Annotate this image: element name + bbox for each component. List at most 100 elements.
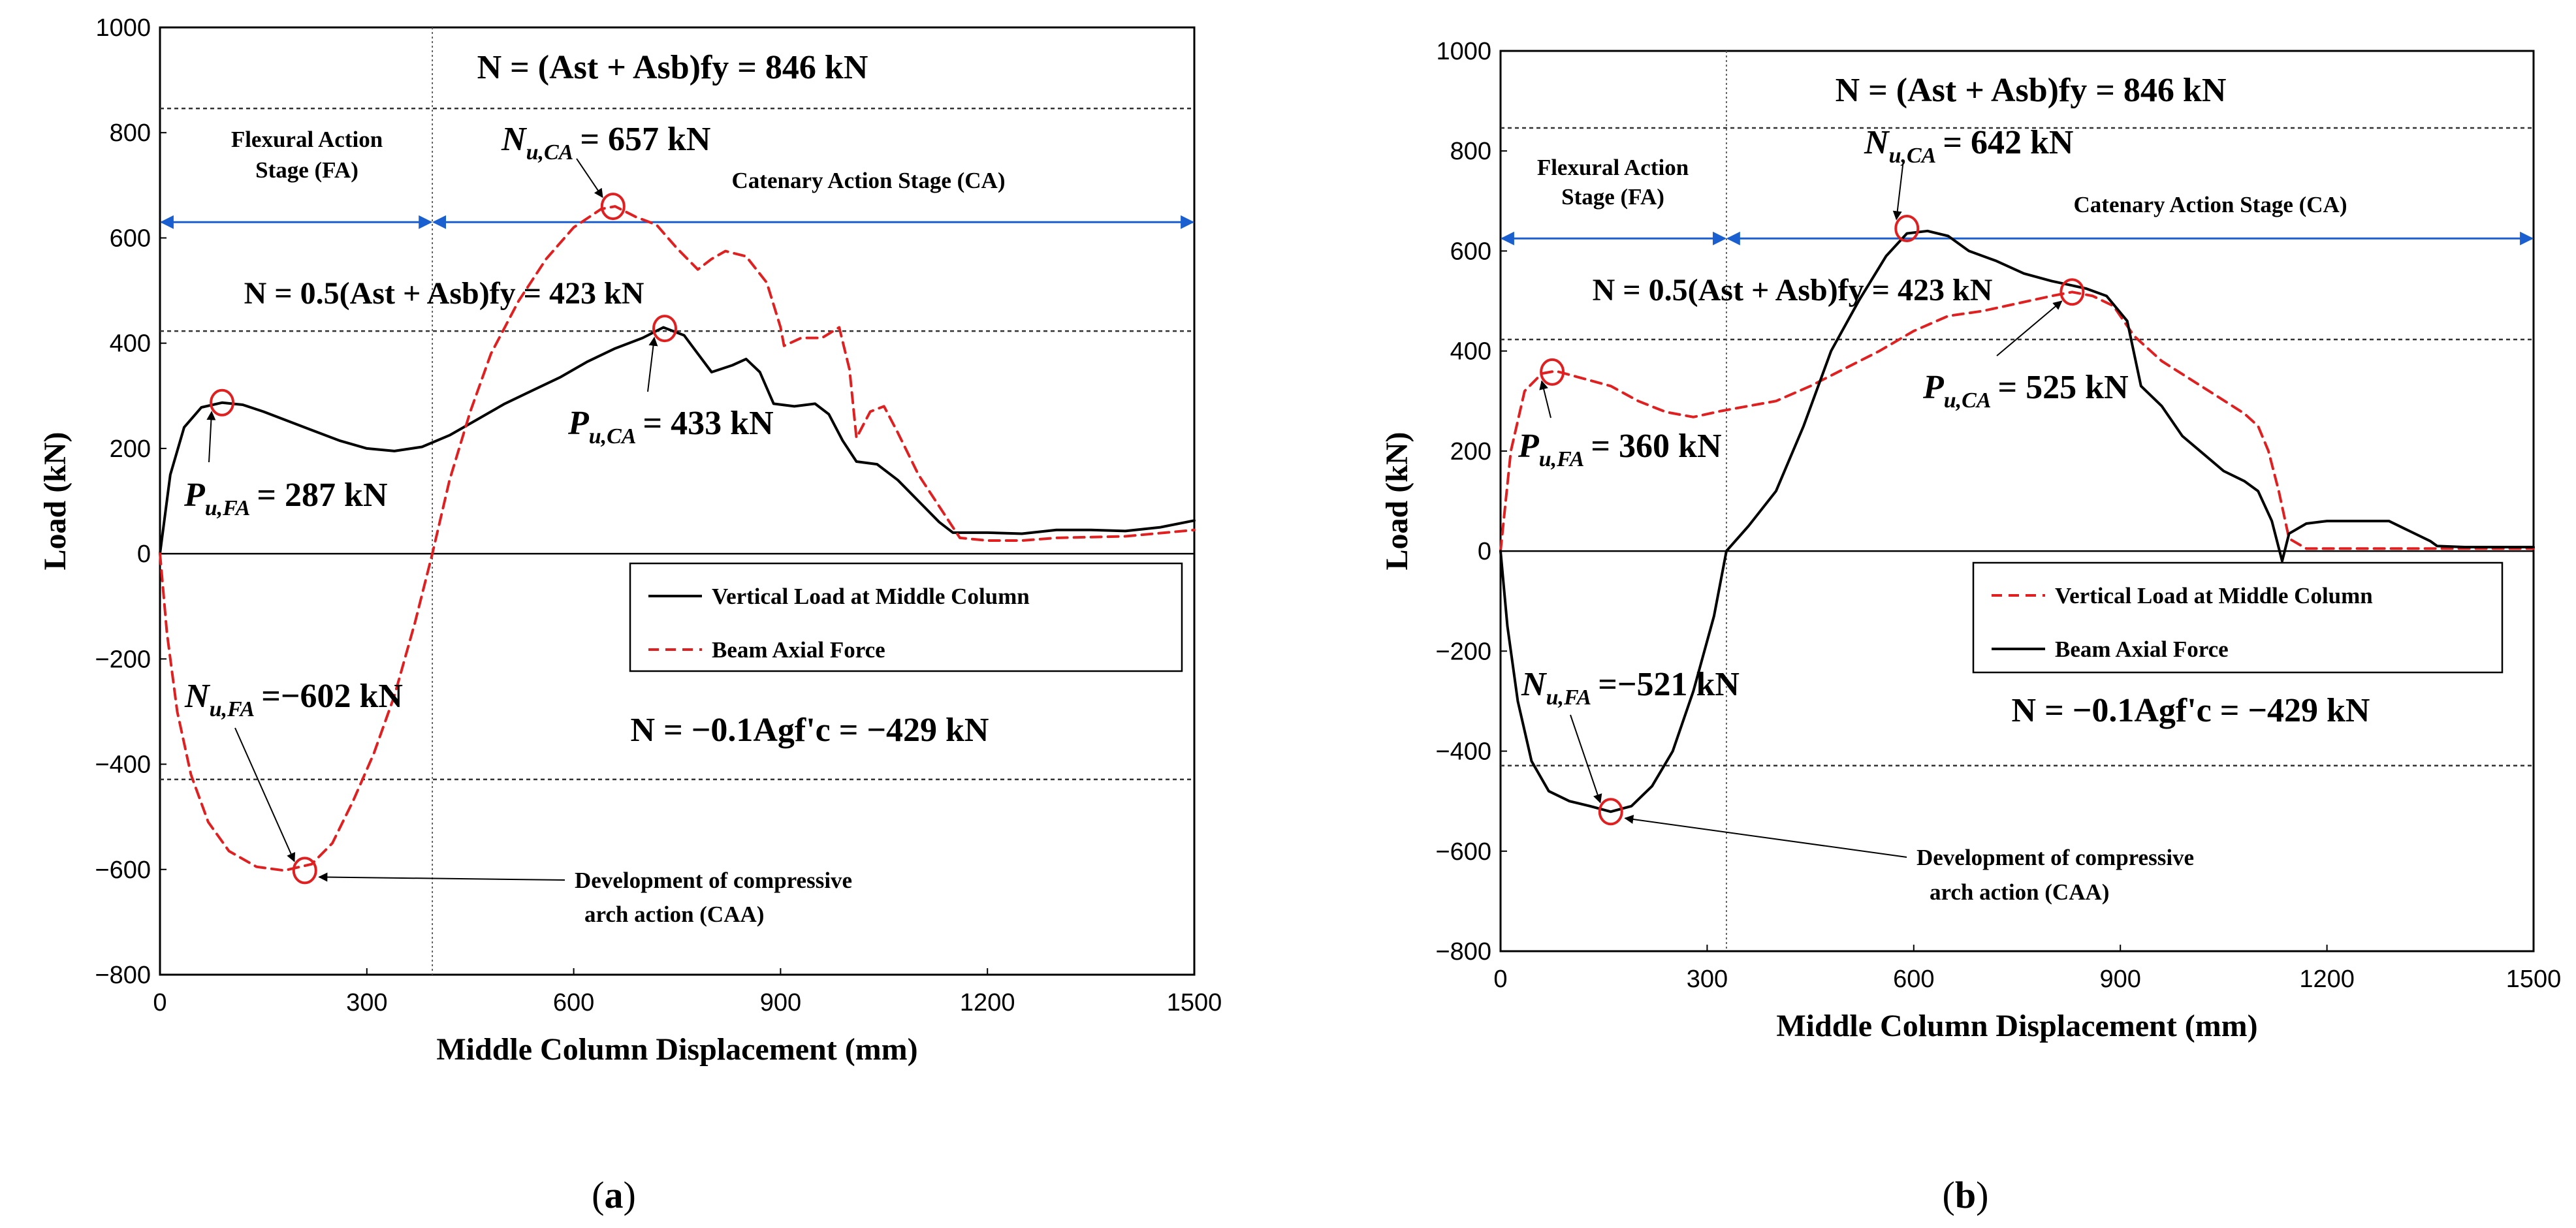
panel-label-close: ) — [624, 1174, 636, 1216]
x-tick-label: 300 — [346, 989, 387, 1016]
series-line-solid — [1499, 229, 2535, 813]
n-ca-label-subscript: u,CA — [1889, 144, 1937, 168]
p-fa-label-subscript: u,FA — [1539, 447, 1585, 471]
n-fa-label-symbol: N — [184, 678, 211, 715]
y-tick-label: −800 — [1435, 938, 1491, 966]
p-ca-label-subscript: u,CA — [1944, 388, 1992, 413]
p-fa-label-symbol: P — [1518, 428, 1540, 465]
series-line-dashed — [1499, 291, 2535, 553]
fa-stage-label: Flexural Action — [1537, 155, 1689, 180]
y-tick-label: 0 — [1478, 538, 1491, 565]
n-fa-label-symbol: N — [1521, 666, 1548, 703]
peak-marker — [2059, 278, 2085, 306]
p-fa-label-arrow — [1539, 380, 1551, 418]
n-ca-label-subscript: u,CA — [526, 140, 574, 165]
peak-marker — [1598, 798, 1623, 826]
n-ca-label: Nu,CA = 657 kN — [501, 121, 710, 165]
y-tick-label: 800 — [110, 119, 151, 147]
compression-limit-equation: N = −0.1Agf'c = −429 kN — [2012, 692, 2370, 729]
n-fa-label: Nu,FA =−521 kN — [1521, 666, 1740, 710]
yield-half-equation: N = 0.5(Ast + Asb)fy = 423 kN — [1593, 273, 1993, 307]
y-tick-label: −600 — [1435, 838, 1491, 866]
y-tick-label: −400 — [95, 751, 151, 779]
p-ca-label-symbol: P — [567, 405, 590, 442]
x-tick-label: 1200 — [960, 989, 1015, 1016]
y-tick-label: 0 — [137, 541, 151, 568]
p-ca-label-subscript: u,CA — [589, 424, 637, 449]
n-ca-label: Nu,CA = 642 kN — [1864, 124, 2073, 168]
caa-note: arch action (CAA) — [584, 902, 764, 927]
yield-full-equation: N = (Ast + Asb)fy = 846 kN — [1836, 72, 2227, 109]
x-tick-label: 600 — [1893, 966, 1934, 993]
legend-entry: Vertical Load at Middle Column — [712, 584, 1030, 609]
caa-arrow — [1624, 815, 1907, 858]
n-fa-label-arrow — [234, 727, 296, 862]
y-tick-label: 800 — [1450, 138, 1491, 165]
fa-stage-label: Stage (FA) — [1561, 184, 1664, 210]
x-tick-label: 900 — [760, 989, 801, 1016]
y-tick-label: 1000 — [95, 14, 151, 42]
p-fa-label-arrow — [206, 411, 216, 463]
n-fa-label-subscript: u,FA — [210, 697, 255, 721]
peak-marker — [210, 388, 235, 417]
legend-box — [629, 562, 1183, 672]
p-ca-label: Pu,CA = 433 kN — [567, 405, 774, 449]
x-tick-label: 900 — [2099, 966, 2140, 993]
legend-box — [1972, 561, 2504, 674]
legend: Vertical Load at Middle Column Beam Axial… — [1972, 561, 2504, 674]
y-tick-label: 400 — [110, 330, 151, 358]
p-fa-label-subscript: u,FA — [205, 496, 251, 520]
fa-stage-label: Flexural Action — [231, 127, 383, 152]
yield-half-equation: N = 0.5(Ast + Asb)fy = 423 kN — [244, 276, 644, 311]
panel-label: (a) — [592, 1174, 636, 1216]
p-fa-label: Pu,FA = 287 kN — [183, 477, 388, 520]
x-tick-label: 300 — [1687, 966, 1728, 993]
p-ca-label: Pu,CA = 525 kN — [1922, 369, 2129, 413]
n-ca-label-value: = 642 kN — [1943, 124, 2073, 161]
ca-stage-label: Catenary Action Stage (CA) — [2074, 192, 2347, 217]
p-fa-label-symbol: P — [183, 477, 206, 514]
n-fa-label-subscript: u,FA — [1546, 685, 1592, 710]
peak-marker — [292, 857, 317, 885]
n-ca-label-symbol: N — [501, 121, 528, 158]
caa-note: Development of compressive — [1916, 845, 2194, 870]
y-tick-label: −200 — [95, 646, 151, 673]
p-ca-label-arrow — [1996, 300, 2063, 356]
y-axis-title: Load (kN) — [1380, 432, 1414, 570]
compression-limit-equation: N = −0.1Agf'c = −429 kN — [631, 712, 989, 749]
x-tick-label: 1200 — [2299, 966, 2355, 993]
fa-stage-label: Stage (FA) — [255, 157, 358, 183]
peak-marker — [600, 193, 626, 221]
n-fa-label-arrow — [1570, 714, 1602, 804]
y-tick-label: −600 — [95, 857, 151, 884]
n-fa-label-value: =−602 kN — [261, 678, 403, 715]
series-line-dashed — [159, 205, 1196, 872]
peak-marker — [1540, 358, 1565, 386]
x-tick-label: 1500 — [1167, 989, 1222, 1016]
n-fa-label: Nu,FA =−602 kN — [184, 678, 403, 721]
panel-label-close: ) — [1976, 1174, 1988, 1216]
caa-note: Development of compressive — [575, 868, 852, 893]
x-tick-label: 600 — [553, 989, 594, 1016]
p-fa-label: Pu,FA = 360 kN — [1518, 428, 1722, 471]
p-ca-label-symbol: P — [1922, 369, 1945, 406]
plot-frame — [1499, 50, 2535, 952]
p-fa-label-value: = 287 kN — [257, 477, 387, 514]
y-tick-label: 1000 — [1436, 38, 1491, 65]
x-tick-label: 0 — [153, 989, 167, 1016]
x-axis-title: Middle Column Displacement (mm) — [1776, 1009, 2257, 1043]
legend-entry: Vertical Load at Middle Column — [2055, 583, 2373, 608]
legend: Vertical Load at Middle Column Beam Axial… — [629, 562, 1183, 672]
x-axis-title: Middle Column Displacement (mm) — [436, 1032, 917, 1067]
y-tick-label: 200 — [1450, 438, 1491, 465]
n-ca-label-value: = 657 kN — [580, 121, 710, 158]
x-tick-label: 1500 — [2506, 966, 2562, 993]
peak-marker — [1894, 214, 1920, 242]
panel-label-open: ( — [1943, 1174, 1955, 1216]
panel-label-letter: b — [1955, 1174, 1976, 1216]
p-ca-label-value: = 525 kN — [1998, 369, 2129, 406]
n-ca-label-symbol: N — [1864, 124, 1890, 161]
y-tick-label: −800 — [95, 962, 151, 989]
